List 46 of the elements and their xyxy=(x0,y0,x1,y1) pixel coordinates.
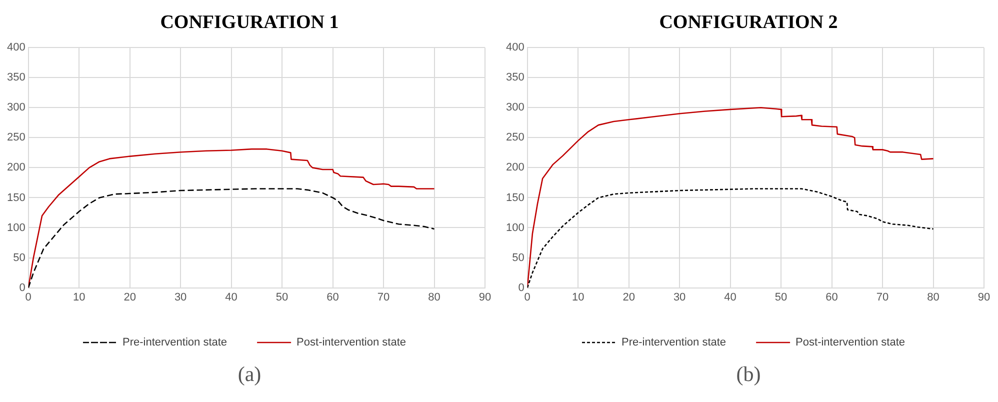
line-series xyxy=(28,188,435,288)
x-tick-label: 40 xyxy=(724,291,736,304)
y-tick-label: 250 xyxy=(6,132,26,144)
x-tick-label: 70 xyxy=(876,291,889,304)
x-tick-label: 30 xyxy=(673,291,686,304)
legend-label: Post-intervention state xyxy=(296,336,406,349)
y-tick-label: 350 xyxy=(6,72,26,84)
y-tick-label: 300 xyxy=(506,102,524,114)
x-tick-label: 30 xyxy=(174,291,187,304)
y-tick-label: 0 xyxy=(19,282,26,294)
x-tick-label: 10 xyxy=(72,291,86,304)
x-tick-label: 10 xyxy=(572,291,584,304)
y-tick-label: 100 xyxy=(6,222,26,234)
x-tick-label: 80 xyxy=(927,291,940,304)
legend-label: Pre-intervention state xyxy=(622,336,726,349)
y-tick-label: 150 xyxy=(6,192,26,204)
y-tick-label: 100 xyxy=(506,222,524,234)
x-tick-label: 40 xyxy=(225,291,238,304)
y-tick-label: 50 xyxy=(512,252,524,264)
x-tick-label: 70 xyxy=(377,291,390,304)
text: (b) xyxy=(735,362,762,387)
y-tick-label: 150 xyxy=(506,192,524,204)
y-tick-label: 50 xyxy=(13,252,26,264)
y-tick-label: 0 xyxy=(518,282,524,294)
y-tick-label: 250 xyxy=(506,132,524,144)
x-tick-label: 20 xyxy=(124,291,136,304)
y-tick-label: 350 xyxy=(506,72,524,84)
x-tick-label: 20 xyxy=(622,291,635,304)
x-tick-label: 50 xyxy=(774,291,788,304)
chart-title: CONFIGURATION 2 xyxy=(658,11,839,35)
line-series xyxy=(527,188,934,288)
y-tick-label: 200 xyxy=(6,162,26,174)
x-tick-label: 90 xyxy=(978,291,990,304)
chart-title: CONFIGURATION 1 xyxy=(159,11,340,35)
y-tick-label: 400 xyxy=(506,42,524,54)
x-tick-label: 60 xyxy=(826,291,838,304)
x-tick-label: 80 xyxy=(428,291,440,304)
y-tick-label: 400 xyxy=(6,42,26,54)
x-tick-label: 60 xyxy=(326,291,339,304)
text: (a) xyxy=(236,362,262,387)
x-tick-label: 90 xyxy=(478,291,492,304)
legend-label: Post-intervention state xyxy=(796,336,906,349)
y-tick-label: 200 xyxy=(506,162,524,174)
x-tick-label: 50 xyxy=(276,291,288,304)
legend-label: Pre-intervention state xyxy=(122,336,228,349)
y-tick-label: 300 xyxy=(6,102,26,114)
